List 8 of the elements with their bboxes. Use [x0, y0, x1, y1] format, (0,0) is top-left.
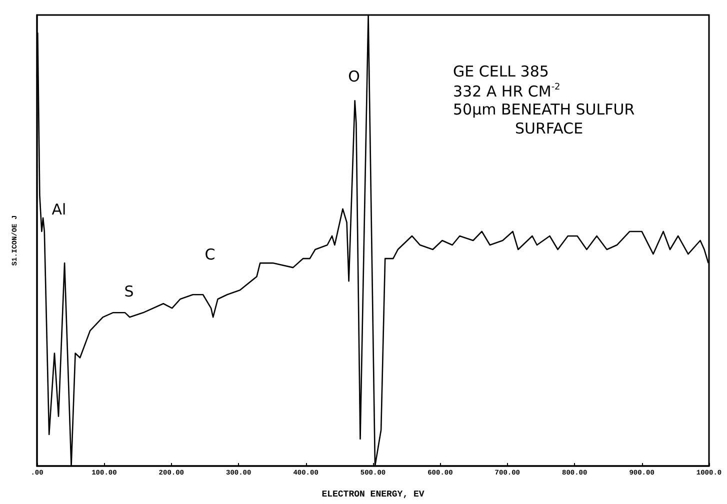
- annotation: GE CELL 385: [453, 62, 549, 80]
- annotation: Al: [52, 200, 66, 218]
- annotation: 50μm BENEATH SULFUR: [453, 100, 635, 118]
- annotation: C: [204, 246, 216, 264]
- annotation: SURFACE: [515, 120, 584, 138]
- annotation: S: [124, 282, 134, 300]
- x-axis-title: ELECTRON ENERGY, EV: [322, 490, 425, 500]
- annotation: O: [348, 68, 360, 86]
